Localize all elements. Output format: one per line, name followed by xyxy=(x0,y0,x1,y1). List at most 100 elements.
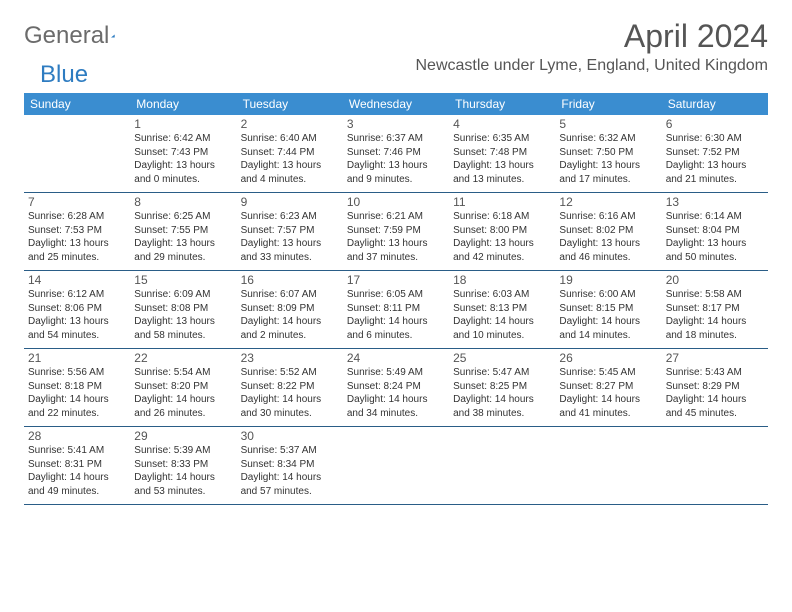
day-detail-line: Sunrise: 6:32 AM xyxy=(559,132,657,146)
day-cell: 16Sunrise: 6:07 AMSunset: 8:09 PMDayligh… xyxy=(237,271,343,348)
day-cell: 25Sunrise: 5:47 AMSunset: 8:25 PMDayligh… xyxy=(449,349,555,426)
day-details: Sunrise: 6:14 AMSunset: 8:04 PMDaylight:… xyxy=(666,210,764,264)
day-detail-line: Sunrise: 6:42 AM xyxy=(134,132,232,146)
day-details: Sunrise: 5:39 AMSunset: 8:33 PMDaylight:… xyxy=(134,444,232,498)
day-details: Sunrise: 6:23 AMSunset: 7:57 PMDaylight:… xyxy=(241,210,339,264)
day-detail-line: Sunrise: 6:14 AM xyxy=(666,210,764,224)
day-detail-line: Sunset: 7:44 PM xyxy=(241,146,339,160)
day-detail-line: Sunset: 7:57 PM xyxy=(241,224,339,238)
day-detail-line: Daylight: 13 hours xyxy=(666,159,764,173)
day-number: 19 xyxy=(559,273,657,287)
day-details: Sunrise: 6:03 AMSunset: 8:13 PMDaylight:… xyxy=(453,288,551,342)
day-detail-line: Daylight: 13 hours xyxy=(666,237,764,251)
day-detail-line: Daylight: 14 hours xyxy=(347,393,445,407)
day-cell xyxy=(662,427,768,504)
day-detail-line: and 0 minutes. xyxy=(134,173,232,187)
day-cell: 5Sunrise: 6:32 AMSunset: 7:50 PMDaylight… xyxy=(555,115,661,192)
day-number: 23 xyxy=(241,351,339,365)
day-detail-line: Daylight: 13 hours xyxy=(134,315,232,329)
day-detail-line: and 33 minutes. xyxy=(241,251,339,265)
day-detail-line: Sunset: 8:27 PM xyxy=(559,380,657,394)
day-detail-line: Sunset: 8:33 PM xyxy=(134,458,232,472)
day-details: Sunrise: 6:09 AMSunset: 8:08 PMDaylight:… xyxy=(134,288,232,342)
day-details: Sunrise: 6:16 AMSunset: 8:02 PMDaylight:… xyxy=(559,210,657,264)
week-row: 21Sunrise: 5:56 AMSunset: 8:18 PMDayligh… xyxy=(24,349,768,427)
day-number: 16 xyxy=(241,273,339,287)
day-cell: 23Sunrise: 5:52 AMSunset: 8:22 PMDayligh… xyxy=(237,349,343,426)
day-number: 2 xyxy=(241,117,339,131)
day-detail-line: Sunset: 8:15 PM xyxy=(559,302,657,316)
day-detail-line: Daylight: 13 hours xyxy=(241,159,339,173)
day-cell: 20Sunrise: 5:58 AMSunset: 8:17 PMDayligh… xyxy=(662,271,768,348)
day-detail-line: Daylight: 14 hours xyxy=(559,315,657,329)
week-row: 7Sunrise: 6:28 AMSunset: 7:53 PMDaylight… xyxy=(24,193,768,271)
day-cell: 7Sunrise: 6:28 AMSunset: 7:53 PMDaylight… xyxy=(24,193,130,270)
day-detail-line: Sunset: 8:22 PM xyxy=(241,380,339,394)
logo-triangle-icon xyxy=(111,27,115,45)
day-number: 8 xyxy=(134,195,232,209)
day-detail-line: and 18 minutes. xyxy=(666,329,764,343)
day-details: Sunrise: 6:30 AMSunset: 7:52 PMDaylight:… xyxy=(666,132,764,186)
day-number: 18 xyxy=(453,273,551,287)
day-detail-line: Sunset: 7:48 PM xyxy=(453,146,551,160)
day-detail-line: Daylight: 14 hours xyxy=(666,315,764,329)
day-details: Sunrise: 6:05 AMSunset: 8:11 PMDaylight:… xyxy=(347,288,445,342)
weekday-label: Thursday xyxy=(449,93,555,115)
day-detail-line: Sunrise: 6:35 AM xyxy=(453,132,551,146)
day-number: 26 xyxy=(559,351,657,365)
logo-text-1: General xyxy=(24,24,109,48)
day-detail-line: Sunrise: 5:52 AM xyxy=(241,366,339,380)
day-detail-line: Daylight: 14 hours xyxy=(134,471,232,485)
day-detail-line: Sunrise: 5:49 AM xyxy=(347,366,445,380)
day-number: 9 xyxy=(241,195,339,209)
day-detail-line: Daylight: 14 hours xyxy=(241,315,339,329)
day-details: Sunrise: 6:25 AMSunset: 7:55 PMDaylight:… xyxy=(134,210,232,264)
day-detail-line: Daylight: 14 hours xyxy=(28,471,126,485)
day-detail-line: Sunset: 7:50 PM xyxy=(559,146,657,160)
day-cell: 14Sunrise: 6:12 AMSunset: 8:06 PMDayligh… xyxy=(24,271,130,348)
day-cell: 13Sunrise: 6:14 AMSunset: 8:04 PMDayligh… xyxy=(662,193,768,270)
day-cell: 21Sunrise: 5:56 AMSunset: 8:18 PMDayligh… xyxy=(24,349,130,426)
day-detail-line: Sunset: 7:59 PM xyxy=(347,224,445,238)
day-detail-line: Sunrise: 6:40 AM xyxy=(241,132,339,146)
day-detail-line: Daylight: 13 hours xyxy=(559,159,657,173)
weekday-label: Saturday xyxy=(662,93,768,115)
day-detail-line: Daylight: 13 hours xyxy=(134,237,232,251)
day-detail-line: Sunrise: 5:43 AM xyxy=(666,366,764,380)
day-detail-line: and 53 minutes. xyxy=(134,485,232,499)
day-number: 24 xyxy=(347,351,445,365)
day-details: Sunrise: 6:28 AMSunset: 7:53 PMDaylight:… xyxy=(28,210,126,264)
day-cell: 19Sunrise: 6:00 AMSunset: 8:15 PMDayligh… xyxy=(555,271,661,348)
day-details: Sunrise: 6:18 AMSunset: 8:00 PMDaylight:… xyxy=(453,210,551,264)
day-cell xyxy=(555,427,661,504)
day-detail-line: Sunrise: 6:00 AM xyxy=(559,288,657,302)
day-details: Sunrise: 6:07 AMSunset: 8:09 PMDaylight:… xyxy=(241,288,339,342)
day-details: Sunrise: 5:58 AMSunset: 8:17 PMDaylight:… xyxy=(666,288,764,342)
day-number: 1 xyxy=(134,117,232,131)
day-cell: 2Sunrise: 6:40 AMSunset: 7:44 PMDaylight… xyxy=(237,115,343,192)
day-detail-line: Sunrise: 6:07 AM xyxy=(241,288,339,302)
day-detail-line: Sunset: 8:20 PM xyxy=(134,380,232,394)
day-number: 10 xyxy=(347,195,445,209)
day-cell: 18Sunrise: 6:03 AMSunset: 8:13 PMDayligh… xyxy=(449,271,555,348)
day-detail-line: and 13 minutes. xyxy=(453,173,551,187)
day-detail-line: and 29 minutes. xyxy=(134,251,232,265)
day-detail-line: Sunset: 7:46 PM xyxy=(347,146,445,160)
day-number: 7 xyxy=(28,195,126,209)
day-detail-line: and 6 minutes. xyxy=(347,329,445,343)
day-detail-line: Sunrise: 6:23 AM xyxy=(241,210,339,224)
day-detail-line: Sunset: 7:55 PM xyxy=(134,224,232,238)
day-detail-line: Sunrise: 6:25 AM xyxy=(134,210,232,224)
day-detail-line: and 49 minutes. xyxy=(28,485,126,499)
day-detail-line: and 30 minutes. xyxy=(241,407,339,421)
day-detail-line: Daylight: 14 hours xyxy=(559,393,657,407)
day-detail-line: Daylight: 13 hours xyxy=(453,159,551,173)
day-details: Sunrise: 6:40 AMSunset: 7:44 PMDaylight:… xyxy=(241,132,339,186)
day-detail-line: Sunset: 8:34 PM xyxy=(241,458,339,472)
day-number: 20 xyxy=(666,273,764,287)
day-detail-line: Daylight: 14 hours xyxy=(347,315,445,329)
day-detail-line: Sunrise: 6:03 AM xyxy=(453,288,551,302)
logo: General xyxy=(24,18,133,48)
day-detail-line: and 34 minutes. xyxy=(347,407,445,421)
day-detail-line: Sunset: 8:29 PM xyxy=(666,380,764,394)
